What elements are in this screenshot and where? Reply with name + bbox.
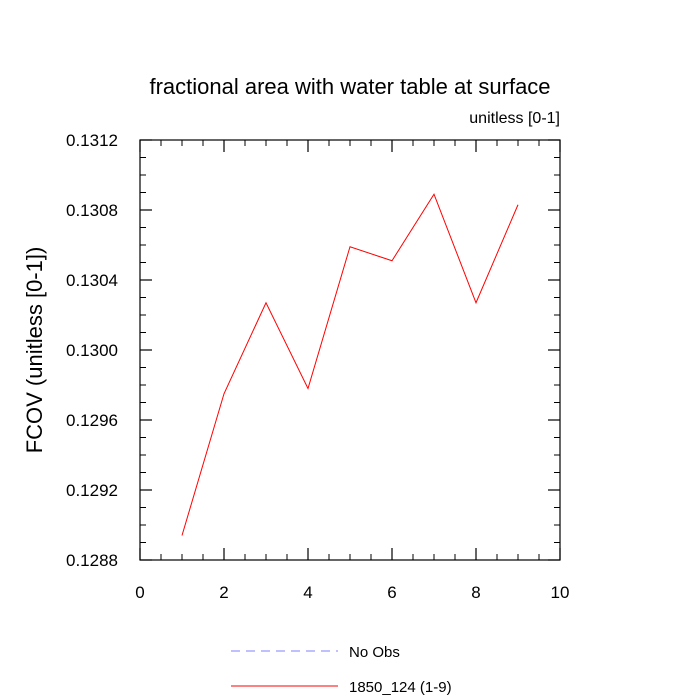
legend-label: No Obs xyxy=(349,644,400,661)
y-tick-label: 0.1292 xyxy=(66,481,118,500)
y-tick-label: 0.1300 xyxy=(66,341,118,360)
y-tick-label: 0.1296 xyxy=(66,411,118,430)
y-tick-label: 0.1304 xyxy=(66,271,118,290)
x-tick-label: 8 xyxy=(471,583,480,602)
y-tick-label: 0.1308 xyxy=(66,201,118,220)
x-tick-label: 10 xyxy=(551,583,570,602)
y-axis-label: FCOV (unitless [0-1]) xyxy=(22,247,47,454)
series-line xyxy=(181,193,519,536)
chart-subtitle: unitless [0-1] xyxy=(469,110,560,127)
y-tick-label: 0.1312 xyxy=(66,131,118,150)
series-layer xyxy=(181,193,519,536)
legend: No Obs 1850_124 (1-9) xyxy=(231,644,452,696)
x-tick-label: 0 xyxy=(135,583,144,602)
x-tick-label: 6 xyxy=(387,583,396,602)
plot-frame xyxy=(139,139,561,561)
y-tick-label: 0.1288 xyxy=(66,551,118,570)
axis-ticks: 0 2 4 6 8 10 0.1288 0.1292 0.1296 0.1300 0.1304 0.1… xyxy=(66,131,569,602)
x-tick-label: 4 xyxy=(303,583,312,602)
legend-label: 1850_124 (1-9) xyxy=(349,679,452,696)
x-tick-label: 2 xyxy=(219,583,228,602)
chart-title: fractional area with water table at surf… xyxy=(149,74,550,99)
